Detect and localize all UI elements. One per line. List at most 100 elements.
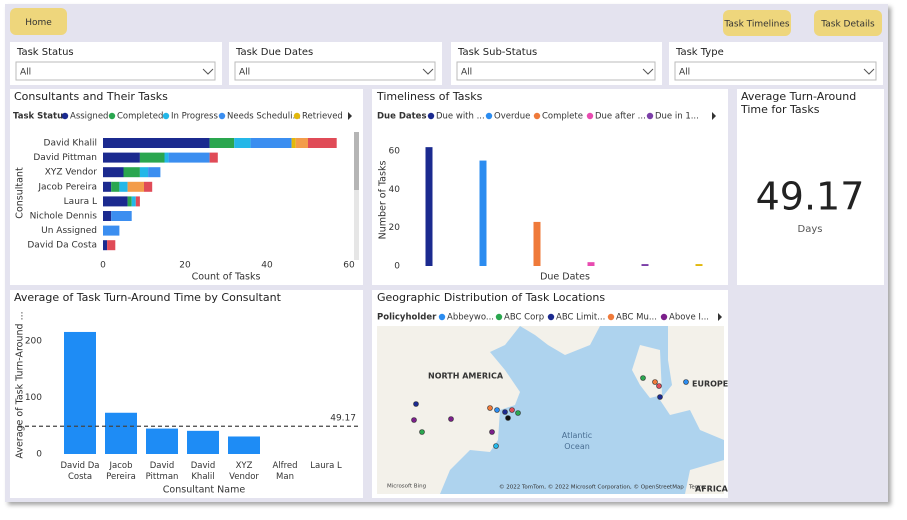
x-tick-label: 40: [261, 261, 273, 271]
dropdown[interactable]: [234, 61, 436, 81]
chart-title: Geographic Distribution of Task Location…: [377, 291, 605, 304]
bar-segment: [234, 138, 251, 148]
bar-segment: [148, 167, 161, 178]
legend-label: Retrieved: [302, 112, 343, 122]
y-tick-label: 60: [389, 146, 401, 156]
y-tick-label: David Da Costa: [27, 241, 97, 251]
dropdown-value[interactable]: All: [679, 68, 690, 78]
dropdown[interactable]: [15, 61, 216, 81]
bar-segment: [295, 138, 308, 148]
legend-swatch: [218, 112, 226, 120]
land: [377, 326, 520, 494]
button[interactable]: [10, 8, 67, 35]
y-tick-label: 20: [389, 223, 401, 233]
legend-label: Due with ...: [436, 112, 485, 122]
dropdown-value[interactable]: All: [20, 68, 31, 78]
dropdown-arrow: [422, 68, 434, 75]
filter-label: Task Type: [675, 47, 724, 58]
bar-segment: [144, 181, 153, 192]
button-label[interactable]: Home: [25, 18, 52, 28]
legend-more[interactable]: [348, 112, 352, 120]
card-value: 49.17: [756, 175, 865, 219]
button[interactable]: [723, 10, 791, 36]
dropdown[interactable]: [674, 61, 877, 81]
attribution: Microsoft Bing: [387, 484, 426, 490]
x-tick-label: David Pittman: [145, 461, 179, 482]
map-label: NORTH AMERICA: [428, 372, 504, 381]
legend-swatch: [108, 112, 116, 120]
attribution[interactable]: Terms: [688, 485, 705, 491]
legend-label: ABC Corp: [504, 313, 544, 323]
chart-title: Timeliness of Tasks: [376, 90, 483, 103]
y-tick-label: Jacob Pereira: [37, 182, 97, 192]
legend-label: In Progress: [171, 112, 218, 122]
dropdown-value[interactable]: All: [461, 68, 472, 78]
panel: [737, 89, 884, 285]
bar-segment: [103, 167, 124, 178]
x-tick-label: 60: [343, 261, 355, 271]
bar-segment: [103, 225, 120, 236]
bar-segment: [111, 181, 120, 192]
bar-segment: [164, 152, 169, 163]
dropdown-value[interactable]: All: [239, 68, 250, 78]
dropdown[interactable]: [456, 61, 656, 81]
button[interactable]: [814, 10, 882, 36]
y-tick-label: 0: [36, 450, 42, 460]
bar-segment: [103, 196, 128, 207]
land: [660, 326, 724, 440]
filter-label: Task Due Dates: [235, 47, 313, 58]
button-label[interactable]: Task Details: [820, 20, 875, 30]
bar-segment: [103, 152, 140, 163]
x-tick-label-box: Jacob Pereira: [106, 461, 136, 482]
legend-label: ABC Limit...: [556, 313, 605, 323]
x-tick-label-box: Laura L: [310, 461, 341, 471]
legend-more[interactable]: [712, 112, 716, 120]
legend-label: Assigned: [70, 112, 108, 122]
legend-label: Overdue: [494, 112, 530, 122]
map-label: AFRICA: [695, 485, 729, 494]
y-tick-label: 0: [394, 262, 400, 272]
scrollbar: [354, 132, 359, 260]
land: [520, 326, 600, 355]
bar: [146, 428, 178, 454]
bar: [64, 331, 96, 454]
legend-label: Complete: [542, 112, 583, 122]
bar-segment: [103, 138, 210, 148]
map[interactable]: [377, 326, 724, 494]
y-tick-label: David Pittman: [33, 153, 97, 163]
bar-segment: [209, 138, 235, 148]
button-label[interactable]: Task Timelines: [723, 20, 790, 30]
bar-segment: [123, 167, 140, 178]
bar: [425, 147, 433, 266]
bar-segment: [111, 211, 132, 221]
legend-swatch: [438, 313, 446, 321]
bar-segment: [168, 152, 210, 163]
bar-segment: [127, 196, 132, 207]
x-axis-label: Count of Tasks: [192, 272, 261, 283]
filter-label: Task Status: [16, 47, 74, 58]
bar-segment: [119, 181, 128, 192]
scroll-thumb[interactable]: [354, 132, 359, 190]
bar-segment: [250, 138, 292, 148]
filter-label: Task Sub-Status: [457, 47, 537, 58]
legend-label: Needs Scheduli...: [227, 112, 301, 122]
x-tick-label-box: David Pittman: [145, 461, 179, 482]
legend-label: ABC Mu...: [616, 313, 657, 323]
legend-more[interactable]: [718, 313, 722, 321]
bar-segment: [103, 211, 112, 221]
legend-label: Above I...: [669, 313, 709, 323]
legend-swatch: [547, 313, 555, 321]
bar-segment: [291, 138, 296, 148]
map-points: [411, 375, 689, 449]
legend-swatch: [607, 313, 615, 321]
y-tick-label: Un Assigned: [41, 226, 97, 236]
card-title-box: Average Turn-Around Time for Tasks: [741, 90, 856, 116]
bar-segment: [107, 240, 116, 251]
chart-title: Average of Task Turn-Around Time by Cons…: [14, 291, 282, 304]
dropdown-arrow: [863, 68, 875, 75]
card-unit: Days: [798, 224, 823, 235]
y-tick-label: XYZ Vendor: [45, 168, 98, 178]
bar: [479, 160, 487, 266]
legend-label: Due after ...: [595, 112, 646, 122]
legend-swatch: [533, 112, 541, 120]
